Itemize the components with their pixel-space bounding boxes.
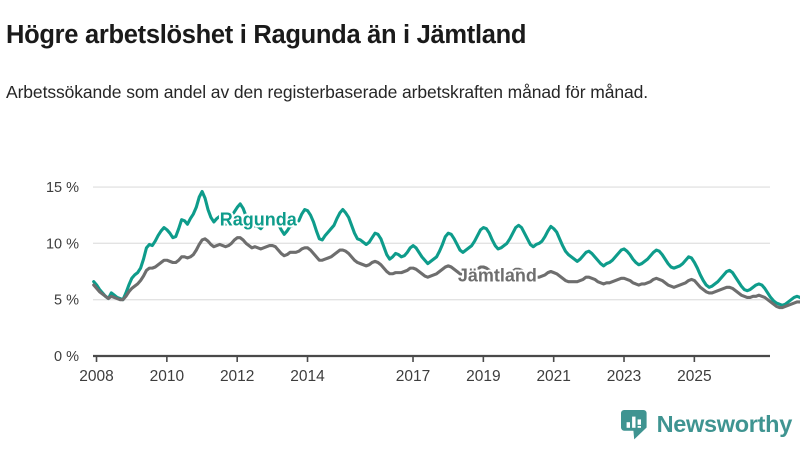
y-tick-label: 0 % [54, 349, 79, 365]
x-tick-label: 2017 [396, 368, 430, 385]
series-lines [92, 189, 800, 310]
x-tick-label: 2019 [466, 368, 500, 385]
series-line [92, 236, 800, 310]
chart-container: 0 % 5 % 10 % 15 % 2008 2010 2012 2014 2017 2019 2… [0, 150, 800, 400]
bar-chart-bubble-icon [620, 410, 648, 440]
page-title: Högre arbetslöshet i Ragunda än i Jämtla… [6, 21, 527, 50]
brand-footer: Newsworthy [620, 408, 793, 442]
series-annotations: Ragunda5,3 %Jämtland4,6 % [218, 207, 539, 287]
x-tick-label: 2025 [677, 368, 711, 385]
series-name-label: Ragunda [220, 209, 298, 229]
series-name-label: Jämtland [458, 266, 537, 286]
page-subtitle: Arbetssökande som andel av den registerb… [6, 81, 649, 102]
x-tick-label: 2023 [607, 368, 641, 385]
x-axis-ticks: 2008 2010 2012 2014 2017 2019 2021 2023 2025 [79, 356, 712, 385]
x-tick-label: 2008 [79, 368, 113, 385]
brand-name: Newsworthy [656, 411, 793, 438]
x-tick-label: 2014 [290, 368, 325, 385]
line-chart: 0 %5 %10 %15 % 2008 2010 2012 2014 2017 2019 2… [46, 180, 800, 385]
x-tick-label: 2012 [220, 368, 254, 385]
series-line [92, 189, 800, 307]
x-tick-label: 2010 [150, 368, 185, 385]
gridlines [93, 186, 770, 301]
y-tick-label: 10 % [46, 236, 79, 252]
x-tick-label: 2021 [536, 368, 570, 385]
y-tick-label: 5 % [54, 293, 79, 309]
y-tick-label: 15 % [46, 180, 79, 196]
y-axis-ticks: 0 % 5 % 10 % 15 % [46, 180, 79, 365]
